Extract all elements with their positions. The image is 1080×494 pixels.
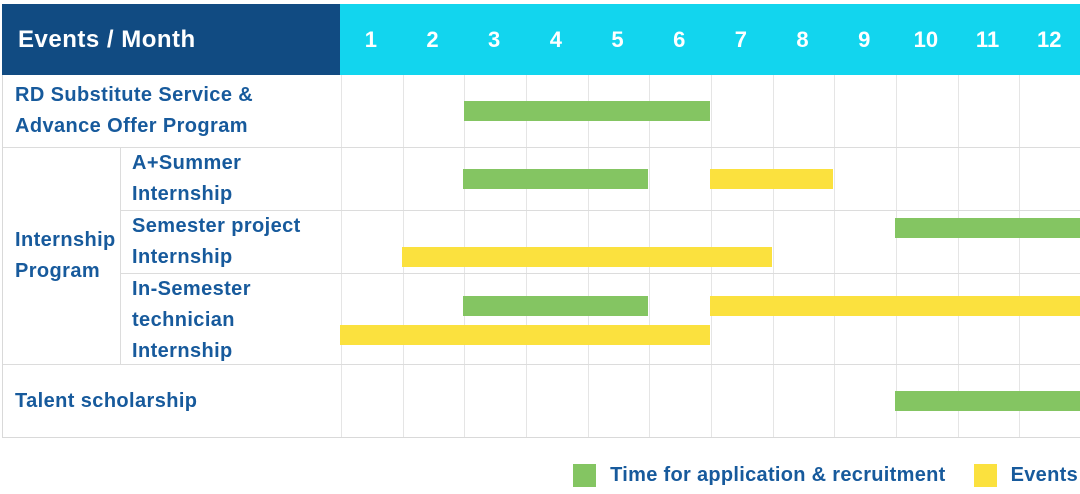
table-header-row: Events / Month 1 2 3 4 5 6 7 8 9 10 11 12 [2,4,1080,75]
application-swatch [573,464,597,487]
gantt-table: Events / Month 1 2 3 4 5 6 7 8 9 10 11 12 RD Substi… [2,4,1080,438]
chart-cell [340,148,1080,210]
events-bar [710,296,1080,316]
month-header-row: 1 2 3 4 5 6 7 8 9 10 11 12 [340,4,1080,75]
month-header-10: 10 [913,26,939,52]
month-header-8: 8 [796,26,809,52]
month-column-8 [772,75,835,437]
application-bar [895,217,1080,238]
month-header-9: 9 [858,26,871,52]
month-column-12 [1019,75,1080,437]
bar-line [341,101,1080,121]
legend-label-application: Time for application & recruitment [610,464,946,486]
row-label-in-semester-technician-internship: In-Semester technician Internship [121,274,340,367]
events-bar [340,325,710,345]
legend-label-events: Events [1010,464,1078,486]
group-label-internship-program: Internship Program [3,148,121,364]
events-month-header-cell: Events / Month [2,4,340,75]
timeline-row-semester-project-internship: Semester project Internship [121,211,1080,274]
application-bar [464,101,711,121]
month-column-9 [834,75,896,437]
legend: Time for application & recruitment Events [573,464,1078,487]
timeline-row-rd-substitute-service: RD Substitute Service & Advance Offer Pro… [3,75,1080,148]
group-row-internship-program: Internship Program A+Summer Internship Semes… [3,148,1080,365]
legend-item-application: Time for application & recruitment [573,464,945,487]
chart-cell [341,75,1080,147]
row-label-a-plus-summer-internship: A+Summer Internship [121,148,340,210]
bar-line [340,325,1080,345]
month-column-10 [896,75,958,437]
label-line: technician Internship [132,309,235,362]
month-header-6: 6 [673,26,686,52]
table-body: RD Substitute Service & Advance Offer Pro… [2,75,1080,438]
application-bar [463,296,649,316]
row-label-rd-substitute-service: RD Substitute Service & Advance Offer Pro… [3,75,341,147]
month-column-11 [957,75,1020,437]
bar-line [340,246,1080,267]
month-header-12: 12 [1036,26,1062,52]
bar-line [341,391,1080,411]
month-column-1 [341,75,403,437]
events-bar [710,169,834,189]
timeline-row-in-semester-technician-internship: In-Semester technician Internship [121,274,1080,367]
application-bar [895,391,1080,411]
month-header-1: 1 [364,26,377,52]
month-header-2: 2 [426,26,439,52]
row-label-talent-scholarship: Talent scholarship [3,365,341,437]
bar-line [340,217,1080,238]
chart-cell [341,365,1080,437]
chart-cell [340,274,1080,367]
application-bar [463,169,649,189]
sub-rows: A+Summer Internship Semester project Intern… [121,148,1080,364]
bar-line [340,296,1080,316]
legend-item-events: Events [973,464,1078,487]
label-line: Internship [15,229,116,251]
bar-line [340,169,1080,189]
events-bar [401,246,772,267]
label-line: Internship [132,183,233,205]
label-line: Program [15,260,101,282]
timeline-rows: RD Substitute Service & Advance Offer Pro… [3,75,1080,437]
chart-cell [340,211,1080,273]
label-line: Internship [132,246,233,268]
month-header-7: 7 [734,26,747,52]
month-header-11: 11 [975,26,1000,52]
month-header-5: 5 [611,26,624,52]
month-header-3: 3 [488,26,501,52]
label-line: Talent scholarship [15,389,198,412]
row-label-semester-project-internship: Semester project Internship [121,211,340,273]
label-line: Semester project [132,215,301,237]
month-header-4: 4 [549,26,562,52]
events-swatch [973,464,997,487]
label-line: RD Substitute Service & [15,84,254,106]
timeline-row-a-plus-summer-internship: A+Summer Internship [121,148,1080,211]
label-line: A+Summer [132,152,242,174]
label-line: In-Semester [132,278,251,300]
timeline-row-talent-scholarship: Talent scholarship [3,365,1080,437]
label-line: Advance Offer Program [15,115,248,137]
